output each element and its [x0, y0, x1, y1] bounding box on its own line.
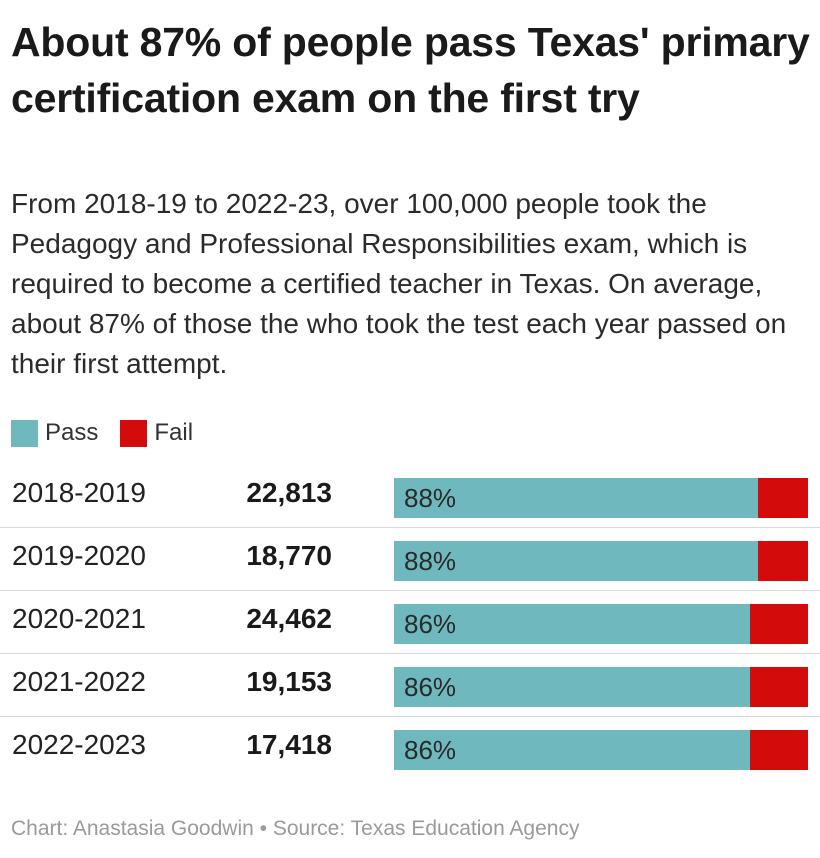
legend-label-fail: Fail: [154, 419, 194, 446]
year-label: 2021-2022: [12, 666, 146, 697]
bar: 88%: [394, 541, 808, 581]
bar: 86%: [394, 667, 808, 707]
bar-pass-label: 86%: [404, 672, 457, 702]
chart-subtitle: From 2018-19 to 2022-23, over 100,000 pe…: [11, 188, 787, 379]
legend-item-fail: Fail: [120, 419, 193, 447]
legend-swatch-pass: [11, 419, 38, 447]
bar-fail: [758, 478, 808, 518]
chart-title: About 87% of people pass Texas' primary …: [11, 19, 810, 121]
year-label: 2022-2023: [12, 729, 146, 760]
bar-pass-label: 88%: [404, 483, 457, 513]
year-label: 2019-2020: [12, 540, 146, 571]
bar-pass-label: 86%: [404, 609, 457, 639]
test-taker-count: 22,813: [246, 477, 332, 508]
table-row: 2022-2023 17,418 86%: [0, 717, 820, 779]
legend: Pass Fail: [11, 418, 215, 448]
bar: 88%: [394, 478, 808, 518]
bar-pass: 88%: [394, 478, 759, 518]
test-taker-count: 18,770: [246, 540, 332, 571]
bar: 86%: [394, 604, 808, 644]
legend-swatch-fail: [120, 419, 148, 447]
table-row: 2019-2020 18,770 88%: [0, 528, 820, 591]
bar-pass-label: 86%: [404, 735, 457, 765]
bar-fail: [758, 541, 808, 581]
year-label: 2020-2021: [12, 603, 146, 634]
bar-pass: 86%: [394, 730, 751, 770]
bar-fail: [750, 730, 808, 770]
test-taker-count: 24,462: [246, 603, 332, 634]
bar-pass-label: 88%: [404, 546, 457, 576]
table-row: 2018-2019 22,813 88%: [0, 465, 820, 528]
year-label: 2018-2019: [12, 477, 146, 508]
test-taker-count: 19,153: [246, 666, 332, 697]
table-row: 2021-2022 19,153 86%: [0, 654, 820, 717]
chart-credit: Chart: Anastasia Goodwin • Source: Texas…: [11, 817, 580, 840]
legend-label-pass: Pass: [45, 419, 99, 446]
bar-pass: 86%: [394, 667, 751, 707]
bar: 86%: [394, 730, 808, 770]
bar-fail: [750, 667, 808, 707]
bar-fail: [750, 604, 808, 644]
bar-pass: 88%: [394, 541, 759, 581]
table-row: 2020-2021 24,462 86%: [0, 591, 820, 654]
legend-item-pass: Pass: [11, 419, 98, 447]
chart-table: 2018-2019 22,813 88% 2019-2020 18,770 88…: [0, 465, 820, 779]
test-taker-count: 17,418: [246, 729, 332, 760]
bar-pass: 86%: [394, 604, 751, 644]
